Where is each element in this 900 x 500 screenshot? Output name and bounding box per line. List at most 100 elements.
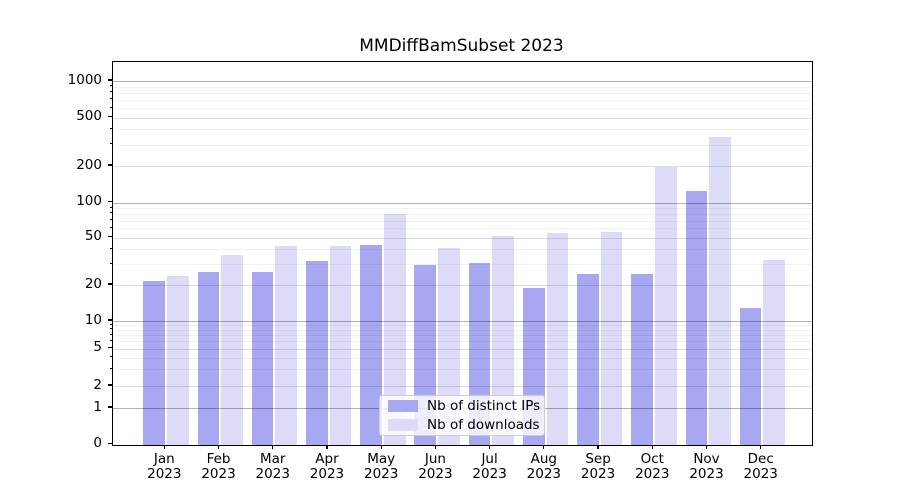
x-tick-mark-dec — [760, 445, 762, 449]
bar-downloads-may — [383, 213, 406, 445]
x-tick-year: 2023 — [255, 465, 290, 482]
y-tick-label-50: 50 — [84, 228, 102, 245]
bar-distinct-ips-jan — [143, 280, 165, 445]
y-minor-tick-400 — [109, 127, 112, 129]
x-tick-label-dec: Dec 2023 — [733, 452, 789, 481]
bar-downloads-sep — [600, 232, 623, 445]
y-minor-tick-300 — [109, 143, 112, 145]
bar-distinct-ips-sep — [577, 273, 599, 445]
bar-distinct-ips-feb — [197, 271, 220, 445]
x-tick-month: May — [367, 451, 396, 467]
legend-label-distinct-ips: Nb of distinct IPs — [427, 397, 541, 414]
x-tick-year: 2023 — [147, 465, 182, 482]
bar-distinct-ips-may — [360, 244, 382, 445]
bar-distinct-ips-nov — [685, 191, 708, 445]
x-tick-year: 2023 — [580, 465, 616, 482]
x-tick-year: 2023 — [743, 465, 778, 482]
y-minor-tick-4 — [109, 356, 112, 358]
x-tick-month: Dec — [747, 451, 774, 467]
y-tick-mark-20 — [108, 283, 112, 285]
x-tick-label-mar: Mar 2023 — [245, 452, 301, 481]
y-tick-mark-1000 — [108, 79, 112, 81]
gridline-y-600 — [113, 108, 812, 110]
x-tick-mark-feb — [217, 445, 220, 449]
bar-distinct-ips-apr — [305, 261, 328, 445]
legend-swatch-distinct-ips — [388, 399, 418, 413]
x-tick-mark-apr — [326, 445, 328, 449]
y-minor-tick-600 — [109, 106, 112, 108]
x-tick-year: 2023 — [526, 465, 561, 482]
bar-distinct-ips-oct — [631, 273, 653, 445]
y-minor-tick-700 — [109, 98, 112, 100]
x-tick-month: Oct — [640, 451, 664, 467]
plot-area: Nb of distinct IPs Nb of downloads — [112, 61, 813, 446]
x-tick-mark-nov — [705, 445, 708, 449]
y-tick-mark-50 — [108, 236, 112, 238]
y-tick-label-1000: 1000 — [67, 71, 102, 88]
bar-distinct-ips-dec — [739, 307, 762, 445]
y-minor-tick-80 — [109, 212, 112, 214]
x-tick-month: Aug — [530, 451, 558, 467]
y-minor-tick-40 — [109, 247, 112, 249]
y-tick-label-100: 100 — [76, 193, 102, 210]
x-tick-mark-aug — [543, 445, 545, 449]
bar-downloads-apr — [329, 246, 352, 445]
gridline-y-400 — [113, 129, 812, 131]
y-tick-label-500: 500 — [76, 108, 102, 125]
x-tick-year: 2023 — [309, 465, 345, 482]
y-tick-label-0: 0 — [93, 435, 102, 451]
x-tick-label-oct: Oct 2023 — [624, 452, 680, 481]
x-tick-year: 2023 — [689, 465, 724, 482]
y-minor-tick-3 — [109, 367, 112, 369]
gridline-y-1000 — [113, 81, 812, 82]
y-tick-label-1: 1 — [93, 398, 102, 415]
x-tick-month: Mar — [259, 451, 286, 467]
y-minor-tick-6 — [109, 339, 112, 341]
gridline-y-200 — [113, 166, 812, 167]
x-tick-label-may: May 2023 — [353, 452, 409, 481]
x-tick-mark-oct — [651, 445, 653, 449]
y-minor-tick-60 — [109, 226, 112, 228]
legend-label-downloads: Nb of downloads — [427, 416, 540, 433]
y-tick-mark-2 — [108, 384, 112, 386]
x-tick-month: Sep — [585, 451, 611, 467]
x-tick-label-sep: Sep 2023 — [570, 452, 626, 481]
x-tick-label-apr: Apr 2023 — [299, 452, 355, 481]
gridline-y-300 — [113, 144, 812, 146]
x-tick-year: 2023 — [418, 465, 453, 482]
x-tick-label-jun: Jun 2023 — [407, 452, 463, 481]
x-tick-label-nov: Nov 2023 — [679, 452, 735, 481]
legend-swatch-downloads — [388, 418, 418, 432]
gridline-y-500 — [113, 117, 812, 119]
x-tick-year: 2023 — [363, 465, 399, 482]
y-tick-mark-1 — [108, 406, 112, 408]
x-tick-year: 2023 — [201, 465, 236, 482]
y-tick-mark-100 — [108, 201, 112, 203]
y-tick-mark-200 — [108, 164, 112, 166]
y-minor-tick-70 — [109, 219, 112, 221]
y-tick-label-10: 10 — [84, 311, 102, 328]
x-tick-month: Nov — [693, 451, 720, 467]
bar-downloads-aug — [546, 233, 569, 445]
x-tick-month: Jan — [153, 451, 175, 467]
x-tick-mark-may — [380, 445, 382, 449]
x-tick-month: Feb — [206, 451, 231, 467]
x-tick-year: 2023 — [635, 465, 670, 482]
bar-downloads-jan — [167, 276, 189, 445]
bar-downloads-mar — [275, 246, 298, 445]
x-tick-mark-jan — [163, 445, 165, 449]
x-tick-year: 2023 — [472, 465, 507, 482]
x-tick-label-feb: Feb 2023 — [191, 452, 247, 481]
gridline-y-800 — [113, 92, 812, 94]
x-tick-mark-mar — [272, 445, 274, 449]
x-tick-label-aug: Aug 2023 — [516, 452, 572, 481]
gridline-y-900 — [113, 86, 812, 88]
legend-item-distinct-ips: Nb of distinct IPs — [388, 398, 540, 414]
y-minor-tick-8 — [109, 328, 112, 330]
y-minor-tick-7 — [109, 333, 112, 335]
bar-distinct-ips-mar — [251, 271, 274, 445]
y-tick-label-2: 2 — [93, 376, 102, 393]
gridline-y-700 — [113, 99, 812, 101]
y-tick-mark-5 — [108, 346, 112, 349]
